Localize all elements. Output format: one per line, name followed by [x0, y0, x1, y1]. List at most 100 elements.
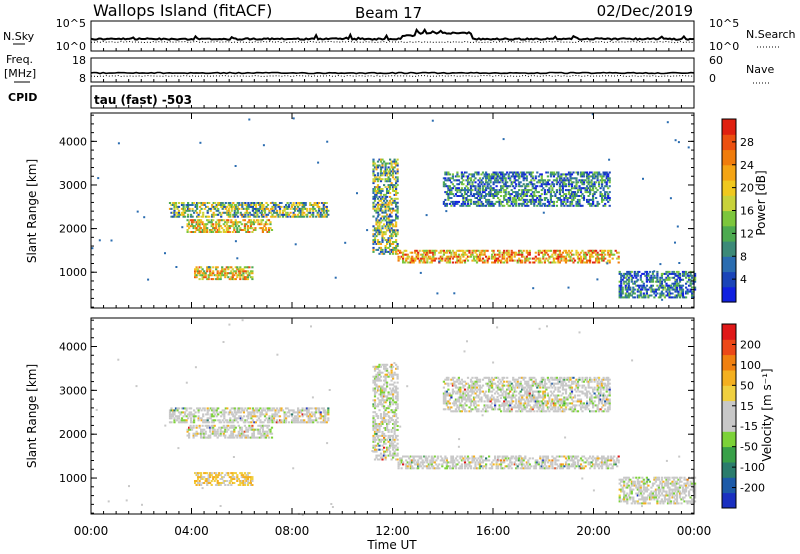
heatmap-cell — [384, 458, 387, 461]
heatmap-cell — [387, 192, 390, 194]
heatmap-cell — [245, 205, 248, 208]
heatmap-cell — [222, 219, 225, 222]
heatmap-cell — [190, 204, 193, 206]
heatmap-cell — [457, 183, 460, 186]
heatmap-cell — [389, 235, 392, 238]
heatmap-cell — [488, 179, 491, 182]
heatmap-cell — [239, 274, 242, 277]
heatmap-cell — [424, 457, 427, 460]
heatmap-cell — [478, 189, 482, 192]
heatmap-cell — [390, 207, 393, 210]
heatmap-cell — [513, 191, 516, 194]
heatmap-cell — [551, 173, 554, 176]
heatmap-cell — [202, 413, 205, 416]
heatmap-cell — [318, 202, 321, 204]
heatmap-cell — [383, 411, 386, 414]
heatmap-cell — [379, 387, 383, 390]
heatmap-cell — [269, 430, 272, 433]
heatmap-cell — [433, 257, 436, 260]
heatmap-cell — [694, 280, 697, 283]
heatmap-cell — [274, 204, 277, 206]
heatmap-cell — [373, 432, 377, 435]
heatmap-cell — [549, 185, 552, 188]
heatmap-cell — [503, 191, 506, 194]
heatmap-cell — [595, 197, 598, 199]
heatmap-cell — [621, 278, 624, 281]
heatmap-cell — [231, 478, 234, 480]
heatmap-cell — [572, 204, 575, 207]
heatmap-cell — [200, 202, 203, 204]
heatmap-cell — [420, 253, 423, 256]
heatmap-cell — [242, 411, 245, 414]
heatmap-cell — [233, 215, 236, 218]
heatmap-cell — [525, 191, 528, 194]
heatmap-cell — [378, 223, 381, 226]
heatmap-cell — [402, 259, 405, 262]
heatmap-cell — [557, 198, 560, 201]
heatmap-cell — [604, 253, 607, 256]
heatmap-cell — [395, 233, 398, 236]
heatmap-cell — [486, 257, 489, 260]
heatmap-cell — [515, 193, 518, 196]
heatmap-cell — [454, 175, 457, 178]
heatmap-cell — [389, 387, 392, 390]
heatmap-cell — [601, 249, 604, 252]
heatmap-cell — [262, 204, 265, 206]
heatmap-cell — [468, 181, 471, 184]
heatmap-cell — [454, 261, 457, 264]
heatmap-cell — [668, 272, 671, 275]
heatmap-cell — [206, 266, 209, 269]
heatmap-cell — [642, 284, 645, 287]
heatmap-cell — [233, 221, 236, 224]
heatmap-cell — [191, 225, 194, 228]
heatmap-cell — [530, 200, 533, 203]
heatmap-cell — [218, 484, 221, 486]
heatmap-cell — [191, 207, 194, 210]
heatmap-cell — [170, 417, 173, 420]
heatmap-cell — [436, 465, 439, 468]
heatmap-cell — [384, 233, 387, 236]
heatmap-cell — [598, 173, 601, 176]
heatmap-cell — [456, 463, 459, 466]
heatmap-cell — [604, 195, 607, 197]
heatmap-cell — [540, 185, 543, 188]
heatmap-cell — [218, 411, 221, 414]
heatmap-cell — [171, 215, 175, 218]
heatmap-cell — [221, 478, 224, 480]
heatmap-cell — [376, 197, 380, 200]
heatmap-cell — [512, 175, 515, 178]
heatmap-cell — [570, 193, 574, 196]
heatmap-cell — [393, 454, 396, 457]
heatmap-cell — [263, 209, 267, 212]
heatmap-cell — [390, 221, 393, 224]
heatmap-cell — [678, 288, 682, 291]
heatmap-cell — [466, 259, 470, 262]
heatmap-cell — [627, 284, 630, 287]
heatmap-cell — [389, 239, 392, 242]
noise-search-line — [91, 40, 695, 44]
heatmap-cell — [389, 365, 392, 368]
heatmap-cell — [468, 183, 471, 186]
heatmap-cell — [433, 461, 436, 464]
heatmap-cell — [668, 290, 671, 293]
heatmap-cell — [607, 197, 610, 199]
heatmap-cell — [430, 251, 433, 254]
heatmap-cell — [595, 187, 598, 190]
heatmap-cell — [381, 231, 384, 234]
heatmap-cell — [261, 428, 264, 431]
heatmap-cell — [373, 425, 377, 427]
heatmap-cell — [468, 198, 471, 201]
heatmap-cell — [254, 215, 257, 218]
heatmap-cell — [209, 434, 212, 437]
heatmap-cell — [240, 229, 243, 231]
heatmap-cell — [595, 257, 598, 260]
heatmap-cell — [384, 413, 387, 416]
heatmap-cell — [230, 272, 233, 275]
heatmap-cell — [396, 172, 399, 175]
heatmap-cell — [534, 185, 537, 188]
heatmap-cell — [227, 229, 230, 231]
heatmap-cell — [292, 117, 295, 120]
heatmap-cell — [393, 219, 396, 222]
heatmap-cell — [291, 205, 294, 208]
heatmap-cell — [188, 207, 191, 210]
